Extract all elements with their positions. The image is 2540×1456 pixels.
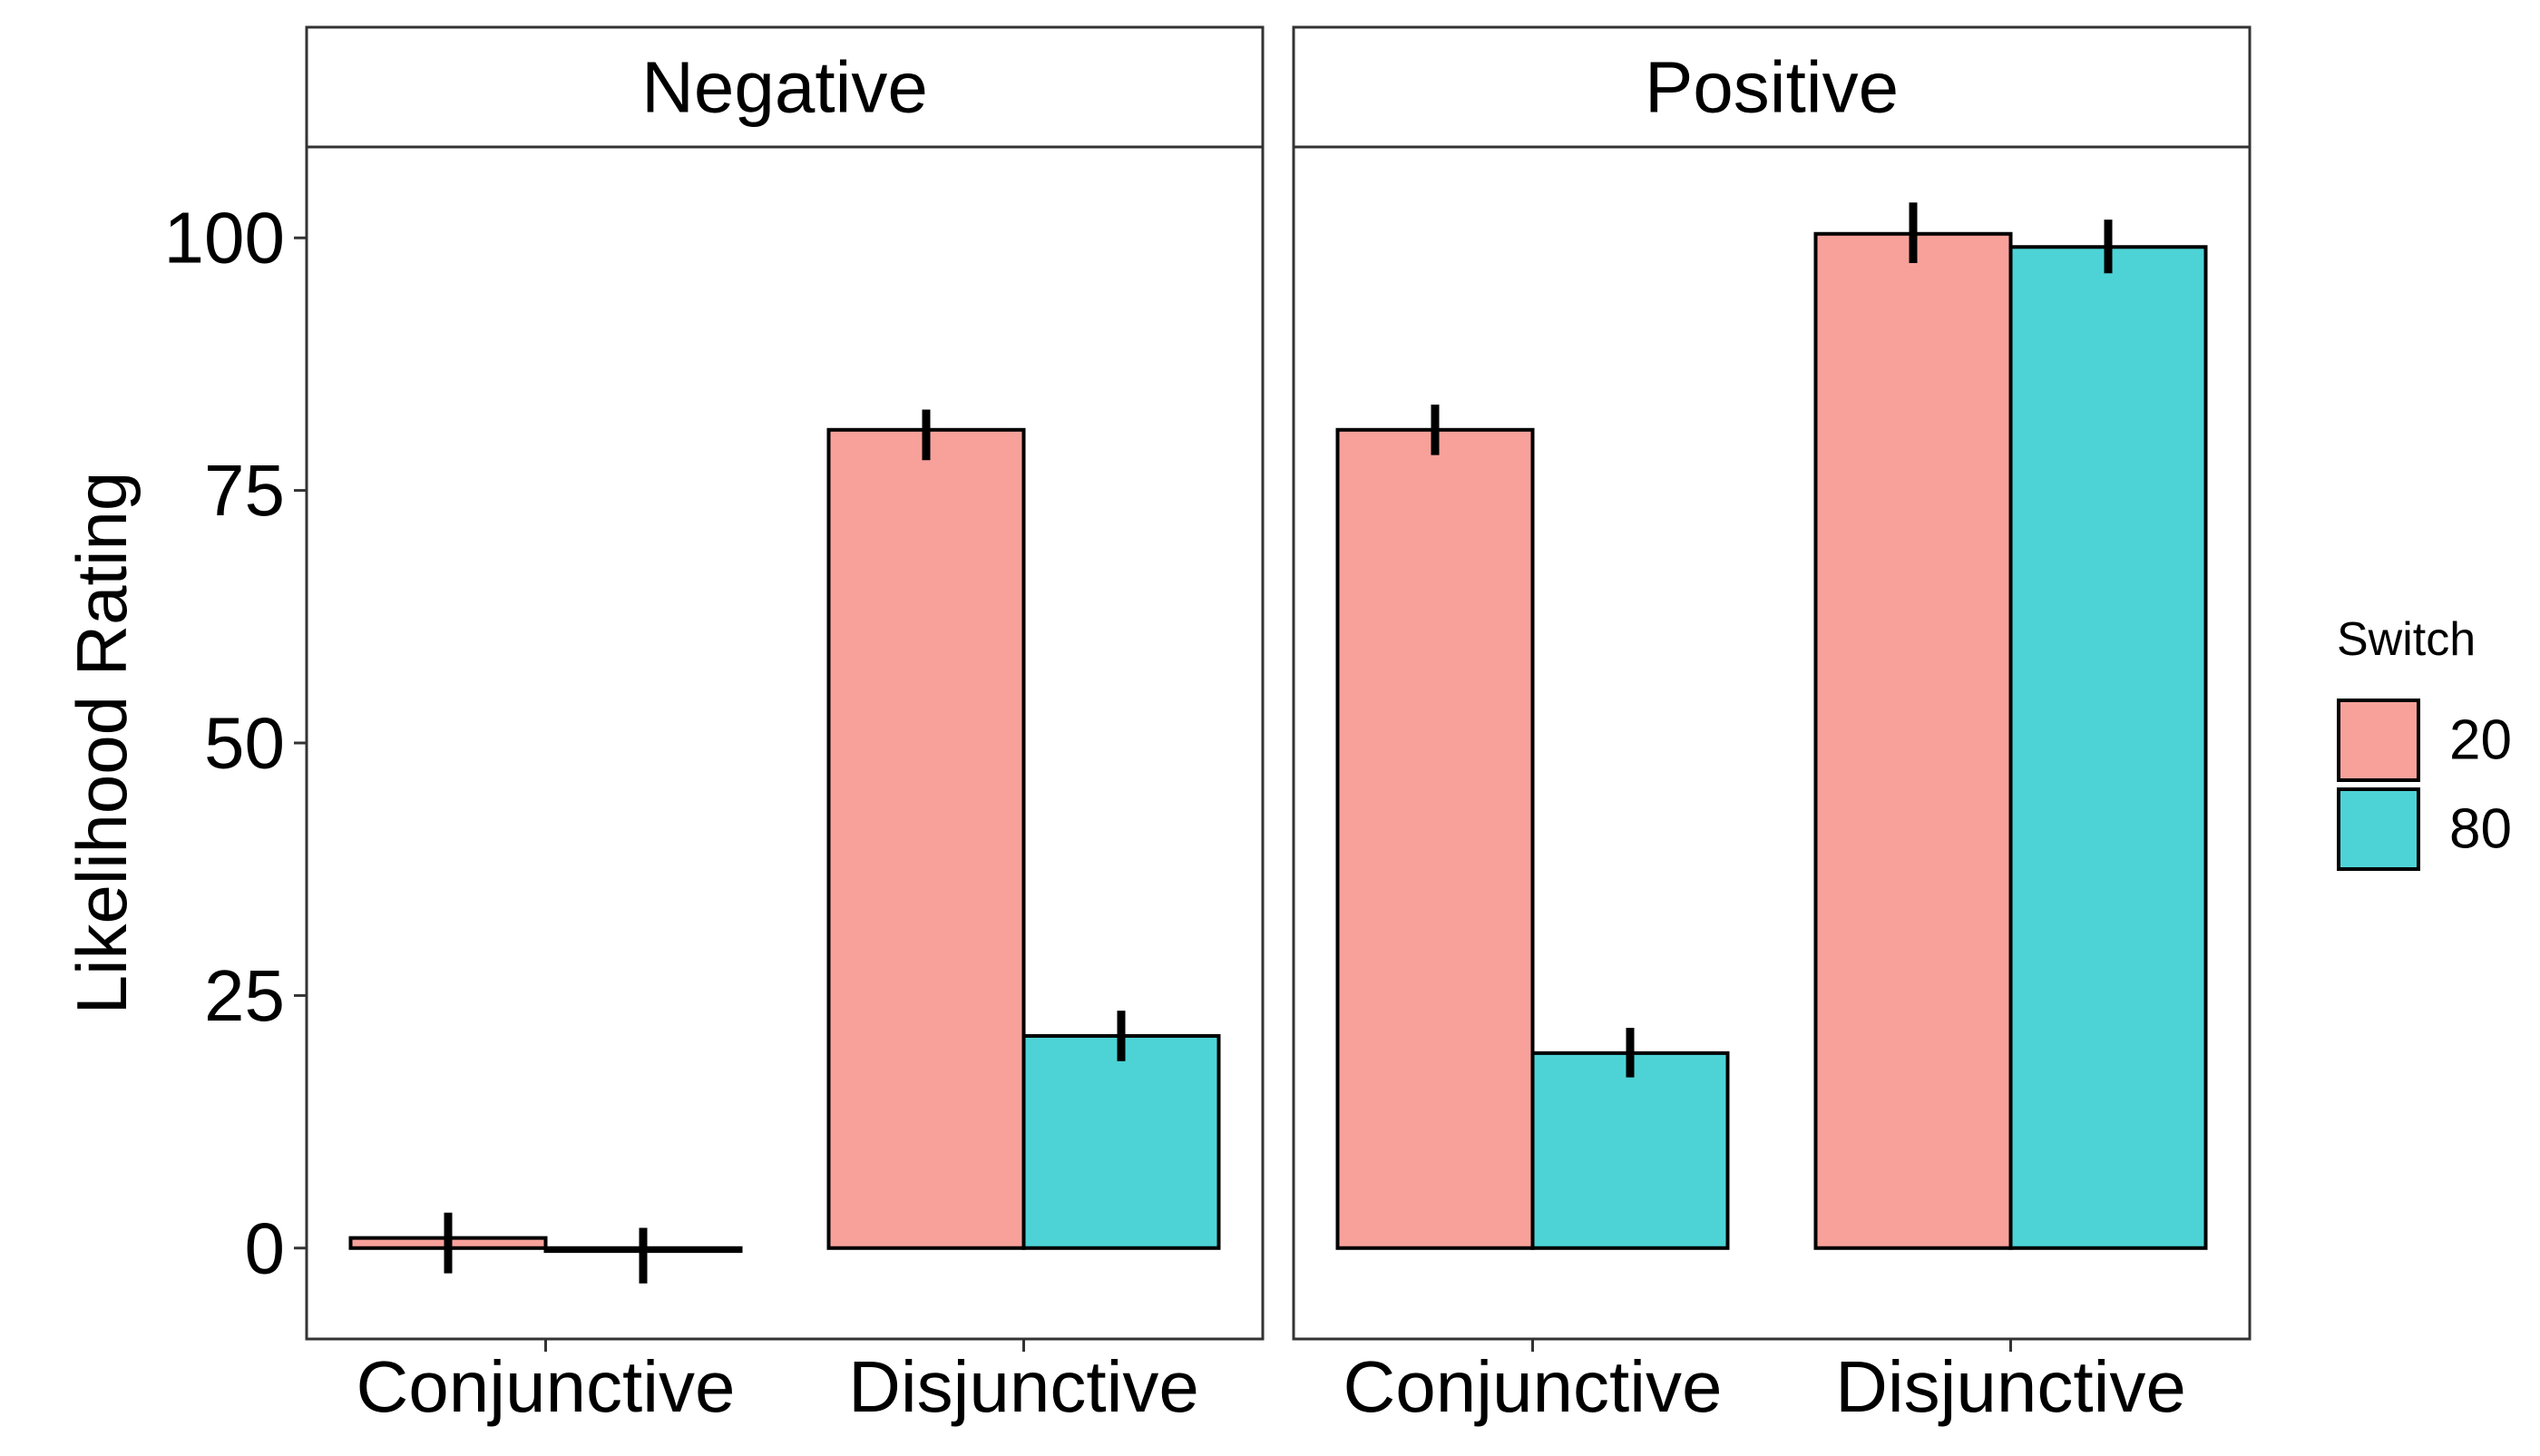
legend-label-80: 80	[2449, 798, 2512, 861]
y-tick-label: 0	[245, 1207, 286, 1288]
y-tick-label: 25	[204, 955, 285, 1036]
facet-panel-border	[1292, 145, 2252, 1341]
bar-positive-conjunctive-80	[1530, 1050, 1730, 1250]
x-tick-label: Disjunctive	[1835, 1346, 2186, 1427]
legend: Switch 20 80	[2337, 613, 2512, 871]
facet-panel-positive: Positive Conjunctive Disjunctive	[1292, 25, 2252, 1427]
facet-panel-border	[305, 145, 1265, 1341]
bar-positive-disjunctive-80	[2008, 245, 2208, 1250]
x-tick-label: Conjunctive	[1343, 1346, 1722, 1427]
legend-label-20: 20	[2449, 709, 2512, 772]
facet-strip-label: Negative	[641, 47, 928, 128]
bar-positive-conjunctive-20	[1335, 427, 1535, 1250]
legend-swatch-80	[2337, 787, 2420, 871]
bar-positive-disjunctive-20	[1813, 231, 2013, 1250]
legend-title: Switch	[2337, 613, 2476, 666]
x-tick-label: Disjunctive	[848, 1346, 1199, 1427]
bar-negative-disjunctive-20	[826, 427, 1026, 1250]
facet-panel-negative: Negative Conjunctive Disjunctive	[305, 25, 1265, 1427]
y-tick-label: 100	[164, 198, 285, 278]
facet-strip-label: Positive	[1645, 47, 1899, 128]
facets: Negative Conjunctive Disjunctive Positive Co…	[305, 25, 2252, 1427]
bar-negative-disjunctive-80	[1021, 1033, 1221, 1250]
y-tick-label: 50	[204, 703, 285, 784]
y-axis: 0 25 50 75 100	[164, 198, 307, 1288]
legend-swatch-20	[2337, 699, 2420, 782]
y-axis-title: Likelihood Rating	[62, 472, 142, 1014]
x-tick-label: Conjunctive	[356, 1346, 735, 1427]
facet-strip	[305, 25, 1265, 149]
y-tick-label: 75	[204, 450, 285, 531]
y-axis-title-group: Likelihood Rating	[62, 472, 142, 1014]
facet-strip	[1292, 25, 2252, 149]
